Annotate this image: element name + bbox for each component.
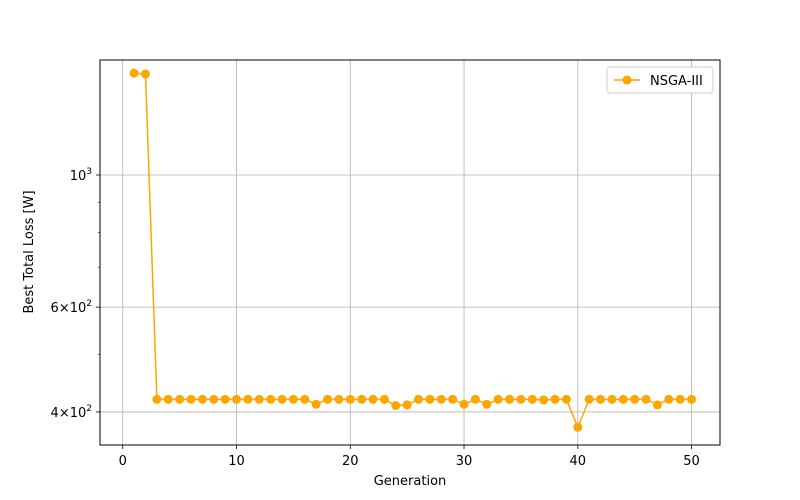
data-point (607, 394, 617, 404)
data-point (402, 400, 412, 410)
data-point (482, 399, 492, 409)
x-tick-label: 20 (342, 454, 359, 469)
legend-box (606, 66, 714, 94)
data-point (664, 394, 674, 404)
x-tick-label: 30 (456, 454, 473, 469)
data-point (630, 394, 640, 404)
data-point (652, 400, 662, 410)
x-tick-label: 40 (570, 454, 587, 469)
x-tick-label: 0 (119, 454, 127, 469)
data-point (675, 394, 685, 404)
data-point (129, 68, 139, 78)
data-point (414, 394, 424, 404)
y-tick-label: 103 (70, 167, 92, 184)
data-point (197, 394, 207, 404)
data-point (345, 394, 355, 404)
data-point (573, 422, 583, 432)
y-axis-label: Best Total Loss [W] (22, 190, 37, 313)
data-point (391, 401, 401, 411)
data-point (357, 394, 367, 404)
data-point (596, 394, 606, 404)
data-point (527, 394, 537, 404)
data-point (368, 394, 378, 404)
data-point (516, 394, 526, 404)
data-point (254, 394, 264, 404)
data-point (561, 394, 571, 404)
data-point (425, 394, 435, 404)
data-point (687, 394, 697, 404)
data-point (243, 394, 253, 404)
data-point (539, 395, 549, 405)
data-point (277, 394, 287, 404)
data-point (288, 394, 298, 404)
data-point (323, 394, 333, 404)
data-point (232, 394, 242, 404)
data-point (618, 394, 628, 404)
y-tick-label: 4×102 (51, 404, 92, 421)
series-layer (129, 68, 697, 432)
data-point (459, 399, 469, 409)
data-point (266, 394, 276, 404)
data-point (334, 394, 344, 404)
data-point (300, 394, 310, 404)
data-point (550, 394, 560, 404)
x-tick-label: 10 (228, 454, 245, 469)
axis-ticks: 0 10 20 30 40 50 4×102 6×102 103 (51, 167, 700, 469)
data-point (311, 399, 321, 409)
x-tick-label: 50 (683, 454, 700, 469)
data-point (505, 394, 515, 404)
y-tick-label: 6×102 (51, 299, 92, 316)
data-point (209, 394, 219, 404)
data-point (186, 394, 196, 404)
data-point (641, 394, 651, 404)
data-point (152, 394, 162, 404)
x-axis-label: Generation (374, 474, 447, 489)
data-point (436, 394, 446, 404)
grid (100, 60, 720, 445)
data-point (448, 394, 458, 404)
data-point (493, 394, 503, 404)
data-point (175, 394, 185, 404)
legend-marker (622, 75, 632, 85)
legend: NSGA-III (606, 66, 714, 94)
data-point (379, 394, 389, 404)
data-point (141, 69, 151, 79)
data-point (584, 394, 594, 404)
plot-frame (99, 59, 721, 446)
data-point (470, 394, 480, 404)
data-point (163, 394, 173, 404)
data-point (220, 394, 230, 404)
legend-label: NSGA-III (650, 74, 703, 89)
